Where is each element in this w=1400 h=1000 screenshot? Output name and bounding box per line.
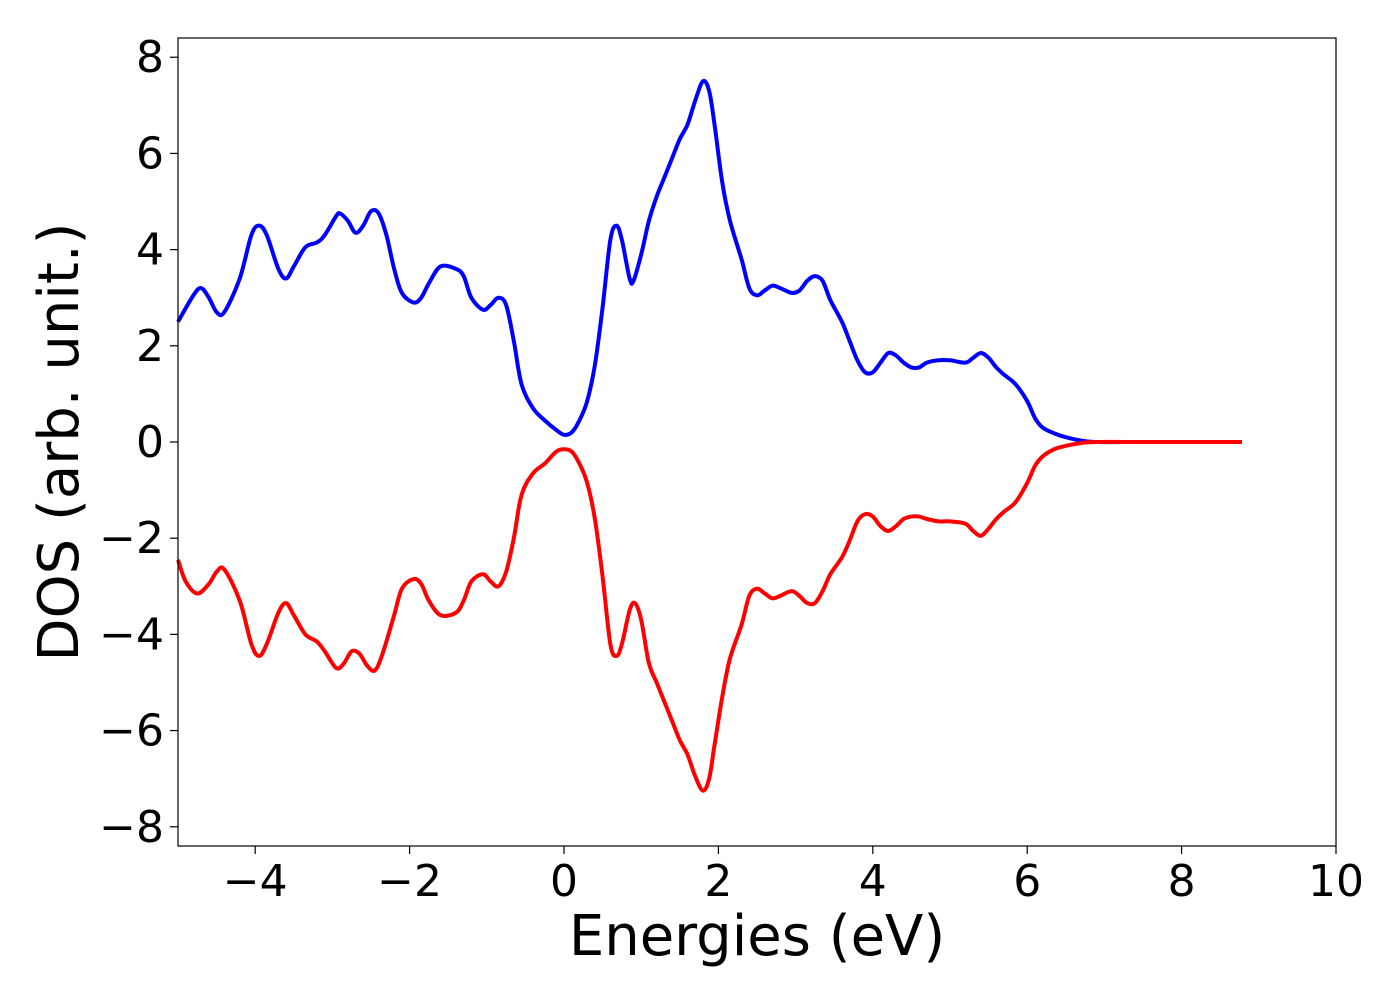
y-axis-ticks: −8 −6 −4 −2 0 2 4 6 8 — [99, 32, 178, 853]
x-tick-label: 10 — [1308, 856, 1364, 907]
y-tick-label: 4 — [136, 225, 164, 276]
y-tick-label: −2 — [99, 513, 164, 564]
y-axis-title: DOS (arb. unit.) — [27, 222, 92, 661]
x-tick-label: −2 — [377, 856, 442, 907]
y-tick-label: 6 — [136, 128, 164, 179]
x-axis-title: Energies (eV) — [569, 904, 945, 969]
y-tick-label: 8 — [136, 32, 164, 83]
x-tick-label: 8 — [1168, 856, 1196, 907]
series-layer — [176, 78, 1242, 793]
series-line-0 — [176, 78, 1242, 445]
x-tick-label: 2 — [704, 856, 732, 907]
x-tick-label: 4 — [859, 856, 887, 907]
x-tick-label: 6 — [1013, 856, 1041, 907]
y-tick-label: −6 — [99, 706, 164, 757]
y-tick-label: 0 — [136, 417, 164, 468]
series-line-1 — [176, 439, 1242, 793]
y-tick-label: −4 — [99, 609, 164, 660]
x-tick-label: 0 — [550, 856, 578, 907]
y-tick-label: −8 — [99, 802, 164, 853]
x-axis-ticks: −4 −2 0 2 4 6 8 10 — [223, 846, 1364, 907]
x-tick-label: −4 — [223, 856, 288, 907]
y-tick-label: 2 — [136, 321, 164, 372]
